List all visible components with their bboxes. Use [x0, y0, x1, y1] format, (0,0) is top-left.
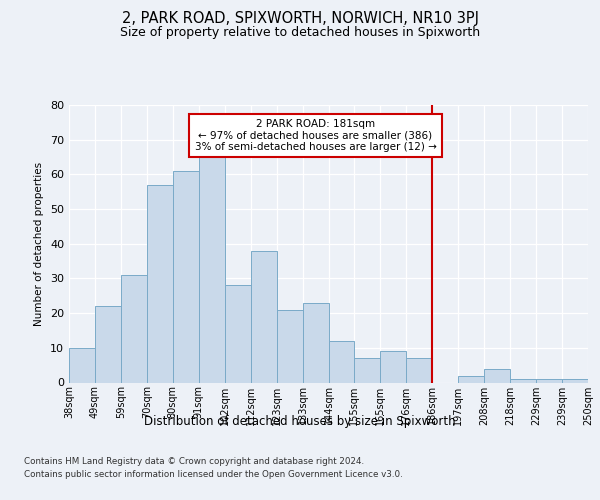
Y-axis label: Number of detached properties: Number of detached properties	[34, 162, 44, 326]
Bar	[380, 352, 406, 382]
Bar	[277, 310, 302, 382]
Bar	[173, 171, 199, 382]
Bar	[536, 379, 562, 382]
Text: 2 PARK ROAD: 181sqm
← 97% of detached houses are smaller (386)
3% of semi-detach: 2 PARK ROAD: 181sqm ← 97% of detached ho…	[194, 119, 436, 152]
Bar	[484, 368, 510, 382]
Bar	[355, 358, 380, 382]
Bar	[147, 185, 173, 382]
Text: Contains public sector information licensed under the Open Government Licence v3: Contains public sector information licen…	[24, 470, 403, 479]
Bar	[562, 379, 588, 382]
Bar	[302, 302, 329, 382]
Bar	[406, 358, 432, 382]
Bar	[329, 341, 355, 382]
Bar	[458, 376, 484, 382]
Text: Size of property relative to detached houses in Spixworth: Size of property relative to detached ho…	[120, 26, 480, 39]
Bar	[199, 157, 224, 382]
Bar	[251, 250, 277, 382]
Bar	[121, 275, 147, 382]
Text: Contains HM Land Registry data © Crown copyright and database right 2024.: Contains HM Land Registry data © Crown c…	[24, 458, 364, 466]
Bar	[225, 286, 251, 382]
Text: 2, PARK ROAD, SPIXWORTH, NORWICH, NR10 3PJ: 2, PARK ROAD, SPIXWORTH, NORWICH, NR10 3…	[121, 11, 479, 26]
Bar	[95, 306, 121, 382]
Bar	[69, 348, 95, 382]
Text: Distribution of detached houses by size in Spixworth: Distribution of detached houses by size …	[144, 415, 456, 428]
Bar	[510, 379, 536, 382]
